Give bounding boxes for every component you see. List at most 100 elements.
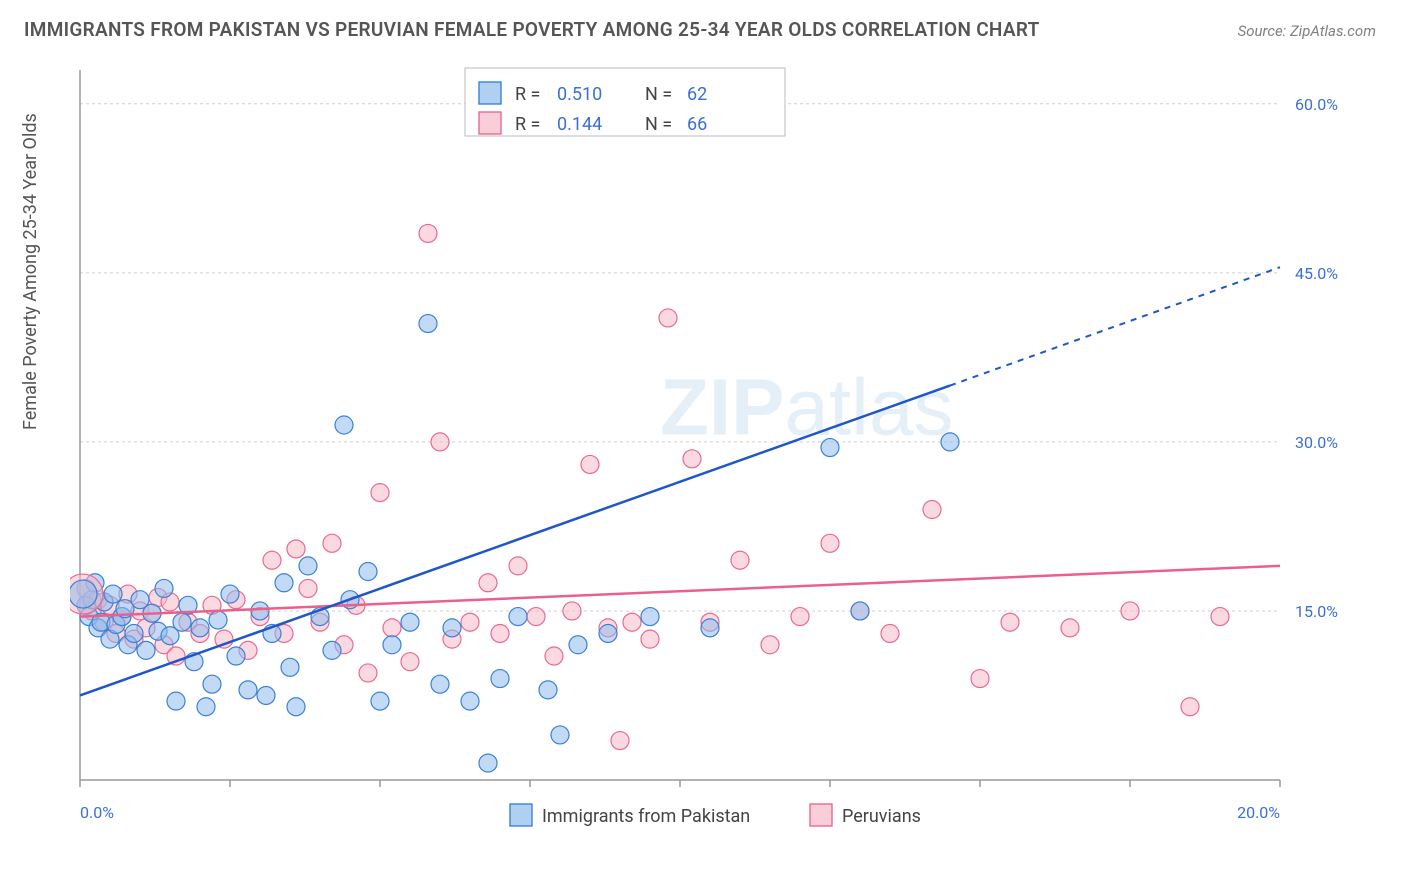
scatter-point-pakistan (641, 608, 659, 626)
scatter-point-pakistan (227, 647, 245, 665)
scatter-point-pakistan (137, 641, 155, 659)
scatter-point-peruvian (641, 630, 659, 648)
legend-swatch (510, 804, 532, 826)
legend-r-value: 0.144 (557, 114, 602, 135)
scatter-point-peruvian (923, 501, 941, 519)
scatter-point-peruvian (479, 574, 497, 592)
scatter-point-pakistan (70, 580, 97, 608)
scatter-point-pakistan (821, 439, 839, 457)
scatter-point-peruvian (683, 450, 701, 468)
scatter-point-peruvian (323, 534, 341, 552)
scatter-point-pakistan (419, 315, 437, 333)
chart-title: IMMIGRANTS FROM PAKISTAN VS PERUVIAN FEM… (24, 18, 1040, 41)
chart-svg: 15.0% 30.0% 45.0% 60.0% ZIPatlas 0.0% 20.0% R =… (70, 60, 1370, 840)
scatter-point-peruvian (545, 647, 563, 665)
scatter-point-pakistan (281, 658, 299, 676)
scatter-point-pakistan (299, 557, 317, 575)
scatter-point-pakistan (539, 681, 557, 699)
trendline-pakistan-extrapolated (950, 267, 1280, 385)
watermark: ZIPatlas (660, 362, 953, 451)
scatter-point-pakistan (287, 698, 305, 716)
scatter-point-peruvian (431, 433, 449, 451)
y-tick-label: 60.0% (1295, 95, 1338, 114)
scatter-point-pakistan (599, 624, 617, 642)
legend-series-label: Immigrants from Pakistan (542, 806, 750, 827)
scatter-point-pakistan (701, 619, 719, 637)
legend-correlation-box (465, 68, 785, 136)
scatter-point-pakistan (167, 692, 185, 710)
scatter-point-peruvian (563, 602, 581, 620)
scatter-point-pakistan (401, 613, 419, 631)
scatter-point-peruvian (821, 534, 839, 552)
scatter-point-peruvian (287, 540, 305, 558)
scatter-point-pakistan (479, 754, 497, 772)
scatter-point-pakistan (941, 433, 959, 451)
x-tick-label: 20.0% (1237, 803, 1280, 822)
scatter-point-pakistan (491, 670, 509, 688)
scatter-point-pakistan (275, 574, 293, 592)
scatter-plot: 15.0% 30.0% 45.0% 60.0% ZIPatlas 0.0% 20.0% R =… (70, 60, 1370, 840)
scatter-point-peruvian (263, 551, 281, 569)
legend-swatch (479, 82, 501, 104)
scatter-point-peruvian (623, 613, 641, 631)
scatter-point-pakistan (125, 624, 143, 642)
scatter-point-peruvian (461, 613, 479, 631)
scatter-point-pakistan (569, 636, 587, 654)
scatter-point-peruvian (371, 484, 389, 502)
scatter-point-pakistan (197, 698, 215, 716)
y-tick-label: 30.0% (1295, 433, 1338, 452)
scatter-point-peruvian (359, 664, 377, 682)
scatter-point-peruvian (1211, 608, 1229, 626)
legend-n-value: 62 (687, 84, 707, 105)
legend-n-label: N = (645, 84, 672, 105)
scatter-point-peruvian (401, 653, 419, 671)
scatter-point-pakistan (851, 602, 869, 620)
legend-r-label: R = (515, 84, 540, 105)
scatter-point-peruvian (491, 624, 509, 642)
scatter-point-peruvian (509, 557, 527, 575)
legend-swatch (479, 112, 501, 134)
scatter-point-pakistan (551, 726, 569, 744)
scatter-point-peruvian (881, 624, 899, 642)
scatter-point-peruvian (659, 309, 677, 327)
scatter-point-pakistan (431, 675, 449, 693)
scatter-point-pakistan (173, 613, 191, 631)
legend-series-label: Peruvians (842, 806, 921, 827)
y-tick-label: 45.0% (1295, 264, 1338, 283)
scatter-point-peruvian (527, 608, 545, 626)
scatter-point-peruvian (1181, 698, 1199, 716)
scatter-point-pakistan (251, 602, 269, 620)
legend-r-value: 0.510 (557, 84, 602, 105)
scatter-point-pakistan (371, 692, 389, 710)
scatter-point-peruvian (1121, 602, 1139, 620)
scatter-point-peruvian (761, 636, 779, 654)
scatter-point-peruvian (971, 670, 989, 688)
x-tick-label: 0.0% (80, 803, 114, 822)
trendline-pakistan (80, 386, 950, 696)
source-attribution: Source: ZipAtlas.com (1238, 22, 1376, 40)
scatter-point-peruvian (791, 608, 809, 626)
trendline-peruvian (80, 566, 1280, 617)
scatter-point-peruvian (611, 732, 629, 750)
scatter-point-pakistan (155, 579, 173, 597)
y-axis-label: Female Poverty Among 25-34 Year Olds (20, 113, 41, 430)
legend-n-label: N = (645, 114, 672, 135)
scatter-point-pakistan (221, 585, 239, 603)
scatter-point-pakistan (335, 416, 353, 434)
scatter-point-peruvian (731, 551, 749, 569)
scatter-point-peruvian (1001, 613, 1019, 631)
scatter-point-pakistan (104, 585, 122, 603)
scatter-point-pakistan (461, 692, 479, 710)
scatter-point-pakistan (257, 686, 275, 704)
y-tick-label: 15.0% (1295, 602, 1338, 621)
scatter-point-pakistan (209, 611, 227, 629)
scatter-point-pakistan (383, 636, 401, 654)
legend-r-label: R = (515, 114, 540, 135)
legend-swatch (810, 804, 832, 826)
scatter-point-pakistan (203, 675, 221, 693)
scatter-point-pakistan (191, 619, 209, 637)
scatter-point-pakistan (443, 619, 461, 637)
scatter-point-peruvian (299, 579, 317, 597)
scatter-point-peruvian (581, 455, 599, 473)
scatter-point-pakistan (359, 563, 377, 581)
